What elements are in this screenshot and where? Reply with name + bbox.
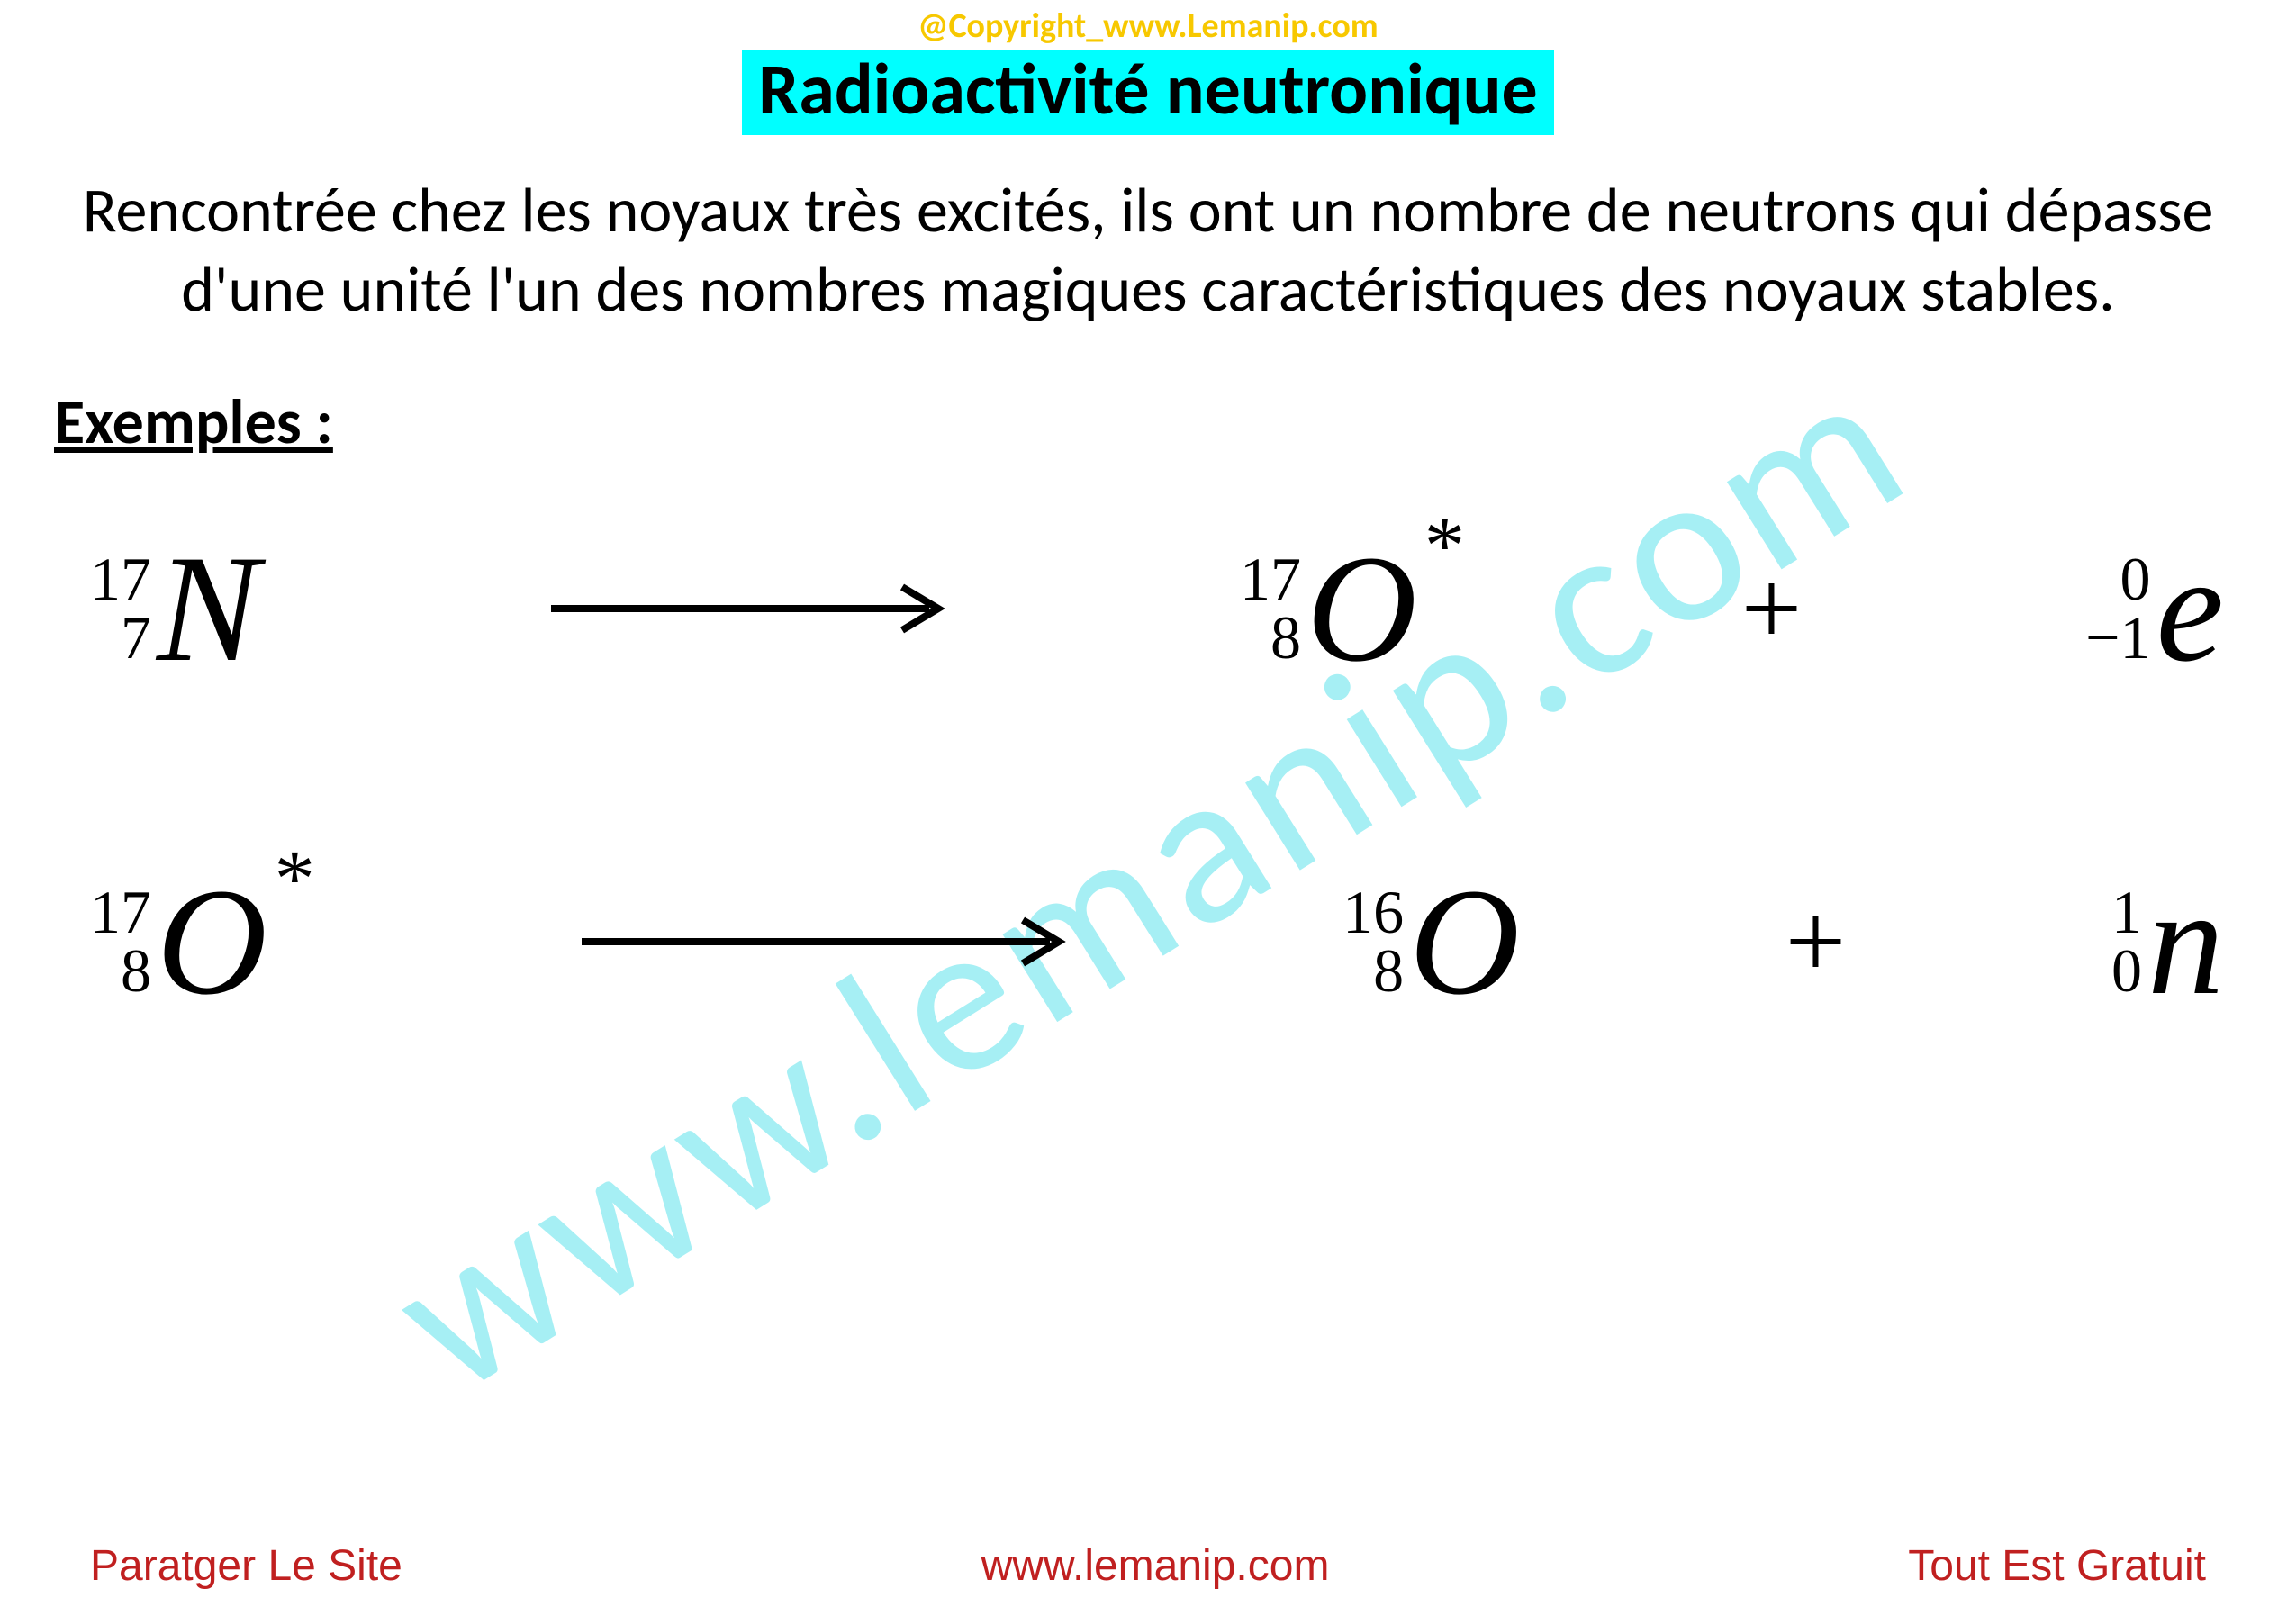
footer-bar: Paratger Le Site www.lemanip.com Tout Es… <box>0 1541 2296 1591</box>
equations-block: 17 7 N 17 8 O * + 0 <box>0 532 2296 1018</box>
element-symbol: O <box>157 865 267 1018</box>
nuclide-scripts: 1 0 <box>2111 883 2142 999</box>
footer-center: www.lemanip.com <box>981 1541 1330 1591</box>
page-title: Radioactivité neutronique <box>742 50 1554 135</box>
copyright-line: @Copyright_www.Lemanip.com <box>0 0 2296 47</box>
mass-number: 17 <box>1240 550 1301 609</box>
footer-left: Paratger Le Site <box>90 1541 402 1591</box>
page-content: @Copyright_www.Lemanip.com Radioactivité… <box>0 0 2296 1598</box>
plus-sign: + <box>1785 880 1847 1004</box>
description-text: Rencontrée chez les noyaux très excités,… <box>54 171 2242 329</box>
atomic-number: 8 <box>1373 942 1404 1000</box>
mass-number: 16 <box>1342 883 1404 942</box>
nuclide-scripts: 17 8 <box>1240 550 1301 666</box>
mass-number: 0 <box>2120 550 2151 609</box>
nuclide-scripts: 16 8 <box>1342 883 1404 999</box>
atomic-number: 7 <box>121 609 151 667</box>
reaction-arrow-icon <box>542 582 956 636</box>
nuclide-N17: 17 7 N <box>90 532 258 685</box>
nuclide-neutron: 1 0 n <box>2111 865 2224 1018</box>
equation-row: 17 7 N 17 8 O * + 0 <box>90 532 2224 685</box>
mass-number: 17 <box>90 550 151 609</box>
reaction-arrow-icon <box>573 915 1077 969</box>
nuclide-O17-excited: 17 8 O * <box>1240 532 1458 685</box>
element-symbol: O <box>1306 532 1417 685</box>
atomic-number: 0 <box>2111 942 2142 1000</box>
footer-right: Tout Est Gratuit <box>1908 1541 2206 1591</box>
mass-number: 17 <box>90 883 151 942</box>
excited-star-icon: * <box>1424 500 1465 592</box>
nuclide-O16: 16 8 O <box>1342 865 1520 1018</box>
element-symbol: O <box>1409 865 1520 1018</box>
element-symbol: e <box>2156 532 2224 685</box>
excited-star-icon: * <box>275 833 315 925</box>
element-symbol: n <box>2147 865 2224 1018</box>
examples-label: Exemples : <box>54 383 2296 460</box>
plus-sign: + <box>1741 546 1803 671</box>
nuclide-electron: 0 −1 e <box>2085 532 2224 685</box>
atomic-number: 8 <box>1270 609 1301 667</box>
mass-number: 1 <box>2111 883 2142 942</box>
atomic-number: −1 <box>2085 609 2150 667</box>
nuclide-O17-excited: 17 8 O * <box>90 865 308 1018</box>
nuclide-scripts: 17 8 <box>90 883 151 999</box>
nuclide-scripts: 0 −1 <box>2085 550 2150 666</box>
element-symbol: N <box>157 532 258 685</box>
atomic-number: 8 <box>121 942 151 1000</box>
equation-row: 17 8 O * 16 8 O + 1 <box>90 865 2224 1018</box>
title-wrap: Radioactivité neutronique <box>0 50 2296 135</box>
nuclide-scripts: 17 7 <box>90 550 151 666</box>
